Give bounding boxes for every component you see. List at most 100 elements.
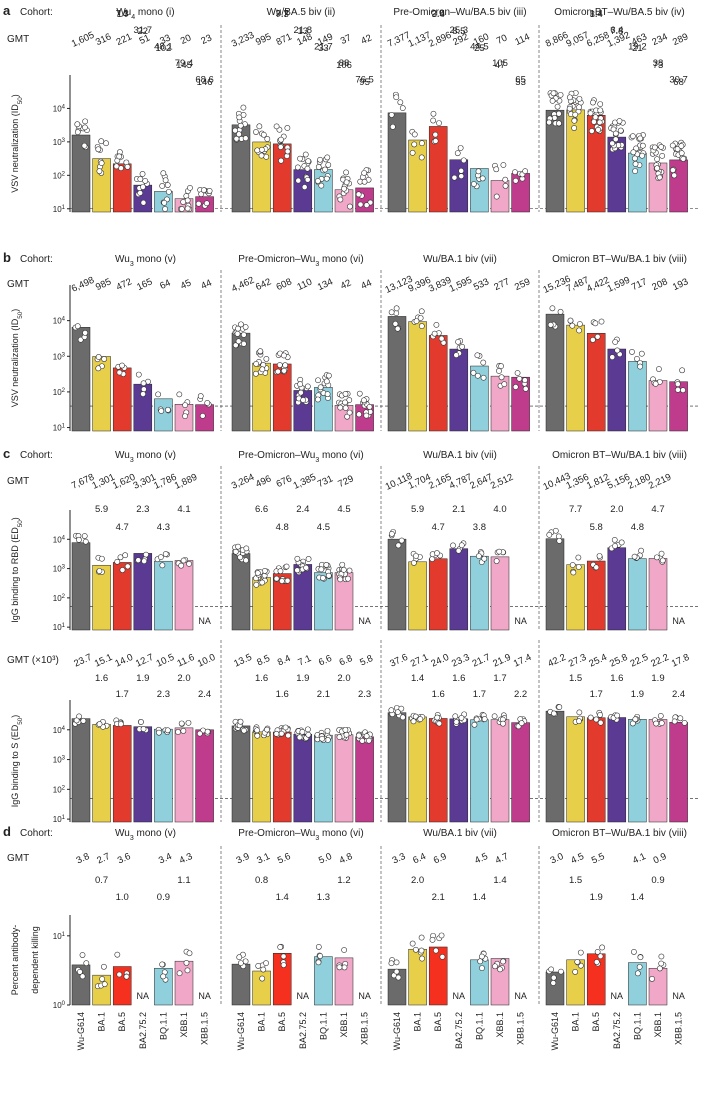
bar bbox=[174, 727, 194, 823]
data-point bbox=[633, 145, 640, 152]
na-label: NA bbox=[514, 616, 527, 626]
fold-change: 4.0 bbox=[493, 504, 506, 515]
fold-change: 1.0 bbox=[569, 0, 582, 3]
data-point bbox=[674, 146, 681, 152]
gmt-value: 45 bbox=[179, 278, 193, 292]
category-label: BA2.75.2 bbox=[612, 1012, 622, 1049]
data-point bbox=[512, 177, 519, 184]
bar bbox=[648, 719, 668, 823]
data-point bbox=[124, 163, 131, 170]
data-point bbox=[341, 964, 348, 971]
data-point bbox=[418, 308, 425, 315]
data-point bbox=[388, 309, 395, 316]
fold-change: 2.5 bbox=[432, 9, 445, 20]
data-point bbox=[184, 967, 191, 974]
data-point bbox=[597, 107, 604, 114]
data-point bbox=[388, 112, 395, 118]
bar bbox=[71, 964, 91, 1006]
data-point bbox=[164, 727, 171, 734]
data-point bbox=[76, 536, 82, 543]
data-point bbox=[631, 949, 637, 955]
data-point bbox=[114, 558, 121, 565]
bar bbox=[174, 560, 194, 631]
y-tick-label: 100 bbox=[53, 1001, 66, 1010]
data-point bbox=[305, 158, 312, 165]
data-point bbox=[183, 959, 190, 966]
data-point bbox=[77, 968, 83, 975]
data-point bbox=[337, 196, 344, 203]
y-tick-label: 102 bbox=[53, 388, 66, 397]
y-tick-label: 104 bbox=[53, 535, 66, 544]
data-point bbox=[256, 123, 263, 130]
data-point bbox=[341, 185, 347, 192]
gmt-value: 6,498 bbox=[70, 275, 96, 295]
fold-change: 2.2 bbox=[514, 689, 527, 700]
bar bbox=[545, 971, 565, 1006]
data-point bbox=[297, 389, 304, 396]
data-point bbox=[257, 348, 264, 355]
gmt-value: 3.8 bbox=[75, 851, 92, 867]
fold-change: 1.5 bbox=[569, 673, 582, 684]
bar bbox=[408, 561, 427, 631]
data-point bbox=[74, 121, 81, 128]
data-point bbox=[196, 730, 203, 737]
data-point bbox=[317, 156, 324, 163]
bar bbox=[195, 729, 214, 823]
data-point bbox=[346, 567, 353, 574]
data-point bbox=[140, 184, 146, 190]
gmt-value: 4.7 bbox=[494, 851, 511, 867]
data-point bbox=[512, 384, 519, 390]
data-point bbox=[675, 386, 681, 393]
data-point bbox=[593, 716, 600, 723]
data-point bbox=[325, 572, 332, 579]
gmt-value: 3.9 bbox=[235, 851, 252, 867]
gmt-value: 316 bbox=[94, 31, 113, 48]
gmt-value: 985 bbox=[94, 276, 113, 293]
data-point bbox=[186, 560, 192, 567]
data-point bbox=[594, 949, 601, 955]
fold-change: 3.4 bbox=[590, 9, 603, 20]
bar bbox=[545, 109, 565, 213]
data-point bbox=[612, 130, 619, 137]
data-point bbox=[259, 579, 266, 586]
data-point bbox=[596, 119, 603, 126]
data-point bbox=[240, 104, 247, 111]
data-point bbox=[417, 315, 424, 321]
bar bbox=[71, 718, 91, 823]
bar bbox=[490, 719, 510, 823]
data-point bbox=[346, 203, 353, 210]
bar bbox=[566, 716, 585, 823]
bar bbox=[231, 963, 251, 1006]
data-point bbox=[240, 112, 247, 118]
data-point bbox=[413, 318, 420, 325]
data-point bbox=[162, 551, 169, 557]
data-point bbox=[411, 141, 418, 148]
fold-change: 2.0 bbox=[411, 875, 424, 886]
category-label: Wu-G614 bbox=[550, 1012, 560, 1050]
gmt-value: 22.5 bbox=[629, 652, 650, 670]
category-label: XBB.1 bbox=[653, 1012, 663, 1038]
bar bbox=[293, 564, 313, 631]
fold-change: 6.9 bbox=[255, 0, 268, 3]
fold-change: 2.4 bbox=[198, 689, 211, 700]
data-point bbox=[609, 354, 616, 361]
gmt-value: 8.5 bbox=[255, 653, 272, 669]
data-point bbox=[304, 383, 311, 390]
fold-change: 4.7 bbox=[432, 522, 445, 533]
bar bbox=[314, 734, 333, 823]
gmt-row-label: GMT bbox=[7, 476, 29, 487]
fold-change: 19.2 bbox=[628, 42, 647, 53]
data-point bbox=[206, 188, 213, 194]
data-point bbox=[276, 362, 283, 368]
data-point bbox=[502, 176, 509, 183]
data-point bbox=[479, 175, 486, 182]
bar bbox=[428, 946, 448, 1006]
cohort-title: Omicron BT–Wu/BA.5 biv (iv) bbox=[554, 7, 684, 18]
data-point bbox=[657, 713, 664, 719]
fold-change: 1.6 bbox=[95, 673, 108, 684]
data-point bbox=[629, 133, 636, 140]
y-axis-label: IgG binding to RBD (ED50) bbox=[10, 517, 24, 623]
data-point bbox=[297, 381, 304, 388]
gmt-value: 3.0 bbox=[549, 851, 566, 867]
gmt-value: 15.1 bbox=[93, 652, 114, 670]
